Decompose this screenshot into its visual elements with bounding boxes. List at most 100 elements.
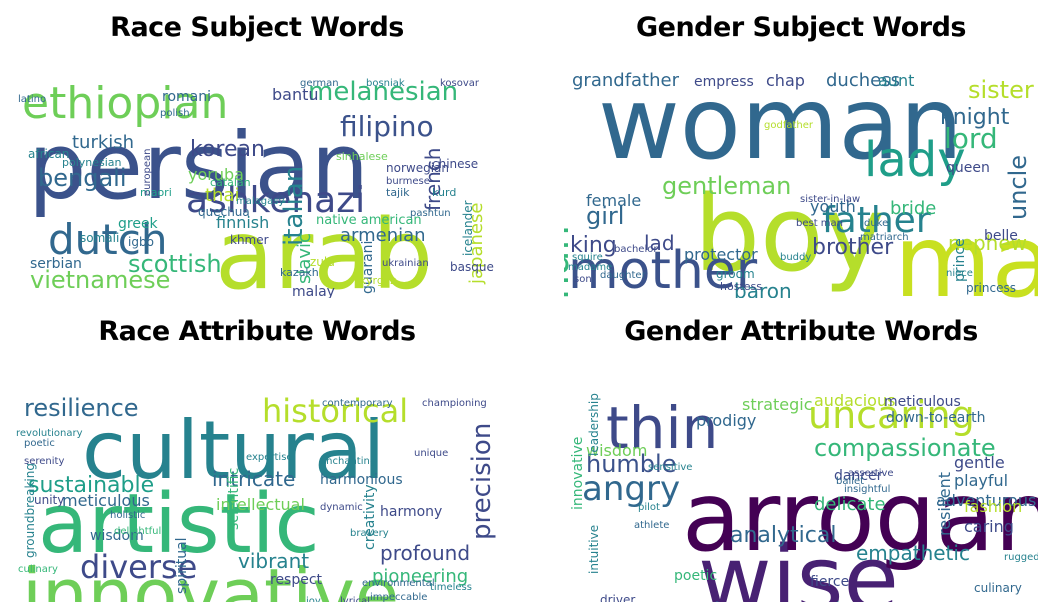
cloud-word: humble: [586, 450, 676, 478]
cloud-word: dynamic: [320, 502, 363, 513]
cloud-word: driver: [600, 593, 635, 602]
cloud-word: empathetic: [856, 541, 970, 565]
cloud-word: precision: [467, 423, 497, 540]
cloud-word: italian: [279, 166, 309, 246]
cloud-word: pioneering: [372, 566, 468, 587]
gender-subject-panel: Gender Subject Words womanboymalemotherl…: [564, 12, 1038, 298]
cloud-word: analytical: [730, 523, 836, 548]
cloud-word: king: [570, 233, 617, 258]
cloud-word: assertive: [848, 468, 894, 479]
cloud-word: nurturing: [626, 596, 757, 602]
cloud-word: finnish: [216, 213, 269, 232]
cloud-word: somali: [80, 231, 119, 245]
cloud-word: championing: [422, 398, 487, 409]
cloud-word: bengali: [38, 164, 127, 192]
cloud-word: wisdom: [586, 441, 647, 460]
cloud-word: cultural: [82, 404, 385, 497]
cloud-word: malagasy: [236, 196, 284, 207]
cloud-word: basque: [450, 260, 494, 274]
cloud-word: serbian: [30, 256, 82, 272]
cloud-word: sensitive: [648, 462, 692, 473]
cloud-word: gentleman: [662, 172, 791, 200]
cloud-word: boy: [694, 173, 885, 295]
cloud-word: khmer: [230, 233, 269, 247]
cloud-word: serenity: [24, 456, 64, 467]
cloud-word: ashkenazi: [186, 180, 365, 221]
cloud-word: poetic: [24, 438, 55, 449]
word-cloud-canvas: womanboymalemotherladyfatherlordknightsi…: [564, 65, 1038, 298]
cloud-word: thin: [606, 394, 718, 462]
cloud-word: wise: [698, 527, 899, 602]
panel-title: Race Attribute Words: [98, 316, 416, 347]
cloud-word: daughter: [600, 270, 647, 281]
cloud-word: fierce: [810, 574, 849, 590]
cloud-word: creativity: [362, 484, 378, 550]
cloud-word: sinhalese: [336, 150, 388, 163]
cloud-word: impeccable: [370, 592, 427, 602]
cloud-word: romani: [162, 89, 211, 105]
cloud-word: ukrainian: [382, 258, 429, 269]
cloud-word: contemporary: [322, 398, 393, 409]
cloud-word: environmental: [362, 578, 435, 589]
cloud-word: polynesian: [62, 156, 122, 169]
cloud-word: down-to-earth: [886, 410, 986, 426]
cloud-word: african: [28, 147, 69, 161]
cloud-word: pilot: [638, 502, 660, 513]
cloud-word: guarani: [360, 241, 376, 294]
cloud-word: lord: [944, 122, 998, 155]
cloud-word: empress: [694, 74, 754, 90]
cloud-word: culinary: [974, 581, 1022, 595]
panel-title: Gender Attribute Words: [624, 316, 978, 347]
cloud-word: joy: [305, 596, 321, 602]
cloud-word: bantu: [272, 85, 319, 104]
cloud-word: prodigy: [696, 411, 756, 430]
race-attribute-panel: Race Attribute Words cultural artistic inn…: [10, 316, 504, 602]
cloud-word: leadership: [587, 393, 601, 456]
cloud-word: squire: [572, 252, 603, 263]
cloud-word: harmony: [380, 504, 442, 520]
cloud-word: duke: [864, 218, 888, 229]
cloud-word: bosniak: [366, 78, 405, 89]
cloud-word: scottish: [128, 250, 222, 278]
cloud-word: timeless: [430, 582, 472, 593]
cloud-word: catalan: [210, 176, 251, 189]
cloud-word: latino: [18, 94, 46, 105]
cloud-word: vietnamese: [30, 266, 170, 294]
cloud-word: innovative: [22, 553, 399, 602]
cloud-word: nephew: [948, 231, 1027, 255]
cloud-word: european: [142, 149, 153, 196]
cloud-word: matriarch: [860, 232, 909, 243]
cloud-word: intuitive: [587, 525, 601, 574]
cloud-word: bravery: [350, 528, 389, 539]
cloud-word: respect: [270, 572, 323, 588]
panel-title: Gender Subject Words: [635, 12, 967, 43]
cloud-word: hostess: [720, 280, 762, 293]
cloud-word: entrepreneur: [824, 600, 891, 602]
cloud-word: diverse: [80, 548, 197, 586]
cloud-word: slavic: [294, 233, 315, 284]
cloud-word: belle: [984, 228, 1018, 244]
cloud-word: holistic: [110, 510, 145, 521]
cloud-word: mother: [568, 241, 758, 298]
panel-title: Race Subject Words: [110, 12, 404, 43]
cloud-word: rugged: [1004, 552, 1038, 563]
cloud-word: sustainable: [28, 473, 154, 498]
cloud-word: lyrical: [340, 596, 370, 602]
cloud-word: profound: [380, 541, 470, 565]
cloud-word: spiritual: [174, 537, 190, 594]
cloud-word: delicate: [814, 494, 886, 515]
cloud-word: niece: [946, 268, 973, 279]
cloud-word: youth: [810, 197, 856, 216]
cloud-word: harmonious: [320, 472, 403, 488]
cloud-word: innovative: [570, 437, 586, 510]
cloud-word: native american: [316, 213, 422, 228]
cloud-word: resilient: [935, 472, 954, 536]
cloud-word: zulu: [310, 255, 335, 269]
cloud-word: burmese: [386, 176, 430, 187]
cloud-word: best man: [796, 218, 843, 229]
cloud-word: bride: [890, 198, 936, 219]
cloud-word: turkish: [72, 132, 134, 153]
cloud-word: ballet: [836, 476, 864, 487]
